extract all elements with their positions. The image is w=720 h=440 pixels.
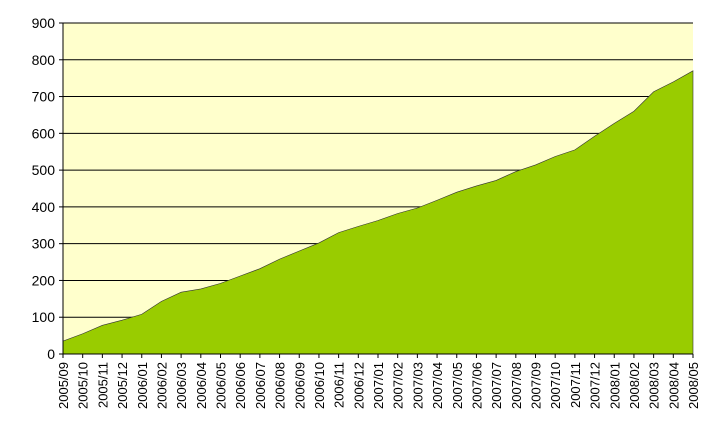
x-tick-label: 2008/02 <box>627 362 642 409</box>
y-tick-label: 800 <box>32 52 56 68</box>
x-tick-label: 2008/03 <box>647 362 662 409</box>
x-tick-label: 2007/10 <box>548 362 563 409</box>
x-tick-label: 2006/06 <box>233 362 248 409</box>
y-tick-label: 500 <box>32 162 56 178</box>
area-series <box>62 70 694 355</box>
x-tick-label: 2008/04 <box>666 362 681 409</box>
x-tick-label: 2007/11 <box>568 362 583 408</box>
y-tick-label: 400 <box>32 199 56 215</box>
x-tick-label: 2006/02 <box>154 362 169 409</box>
x-tick-label: 2006/07 <box>253 362 268 409</box>
x-tick-label: 2006/08 <box>273 362 288 409</box>
y-tick-label: 0 <box>47 346 55 362</box>
x-tick-label: 2006/11 <box>332 362 347 408</box>
y-tick-label: 700 <box>32 89 56 105</box>
y-tick-labels: 0 100 200 300 400 500 600 700 800 900 <box>32 15 56 362</box>
x-tick-label: 2007/08 <box>509 362 524 409</box>
y-tick-label: 200 <box>32 272 56 288</box>
x-tick-label: 2007/01 <box>371 362 386 409</box>
x-tick-label: 2007/07 <box>489 362 504 409</box>
x-tick-label: 2005/09 <box>56 362 71 409</box>
y-tick-label: 100 <box>32 309 56 325</box>
x-tick-label: 2008/05 <box>686 362 701 409</box>
y-tick-label: 900 <box>32 15 56 31</box>
y-tick-label: 300 <box>32 236 56 252</box>
x-tick-label: 2006/04 <box>194 362 209 409</box>
x-tick-label: 2006/03 <box>174 362 189 409</box>
x-tick-label: 2007/04 <box>430 362 445 409</box>
x-tick-label: 2007/06 <box>469 362 484 409</box>
x-tick-label: 2007/02 <box>391 362 406 409</box>
x-tick-label: 2008/01 <box>607 362 622 409</box>
x-tick-label: 2007/03 <box>410 362 425 409</box>
x-tick-label: 2006/01 <box>135 362 150 409</box>
axis-ticks <box>59 22 694 358</box>
x-tick-label: 2006/10 <box>312 362 327 409</box>
x-tick-label: 2007/12 <box>588 362 603 409</box>
x-tick-label: 2005/11 <box>95 362 110 408</box>
x-tick-label: 2005/10 <box>76 362 91 409</box>
y-tick-label: 600 <box>32 125 56 141</box>
x-tick-labels: 2005/09 2005/10 2005/11 2005/12 2006/01 2006/… <box>56 362 701 409</box>
x-tick-label: 2006/05 <box>214 362 229 409</box>
x-tick-label: 2007/09 <box>529 362 544 409</box>
x-tick-label: 2005/12 <box>115 362 130 409</box>
x-tick-label: 2006/09 <box>292 362 307 409</box>
x-tick-label: 2006/12 <box>351 362 366 409</box>
x-tick-label: 2007/05 <box>450 362 465 409</box>
